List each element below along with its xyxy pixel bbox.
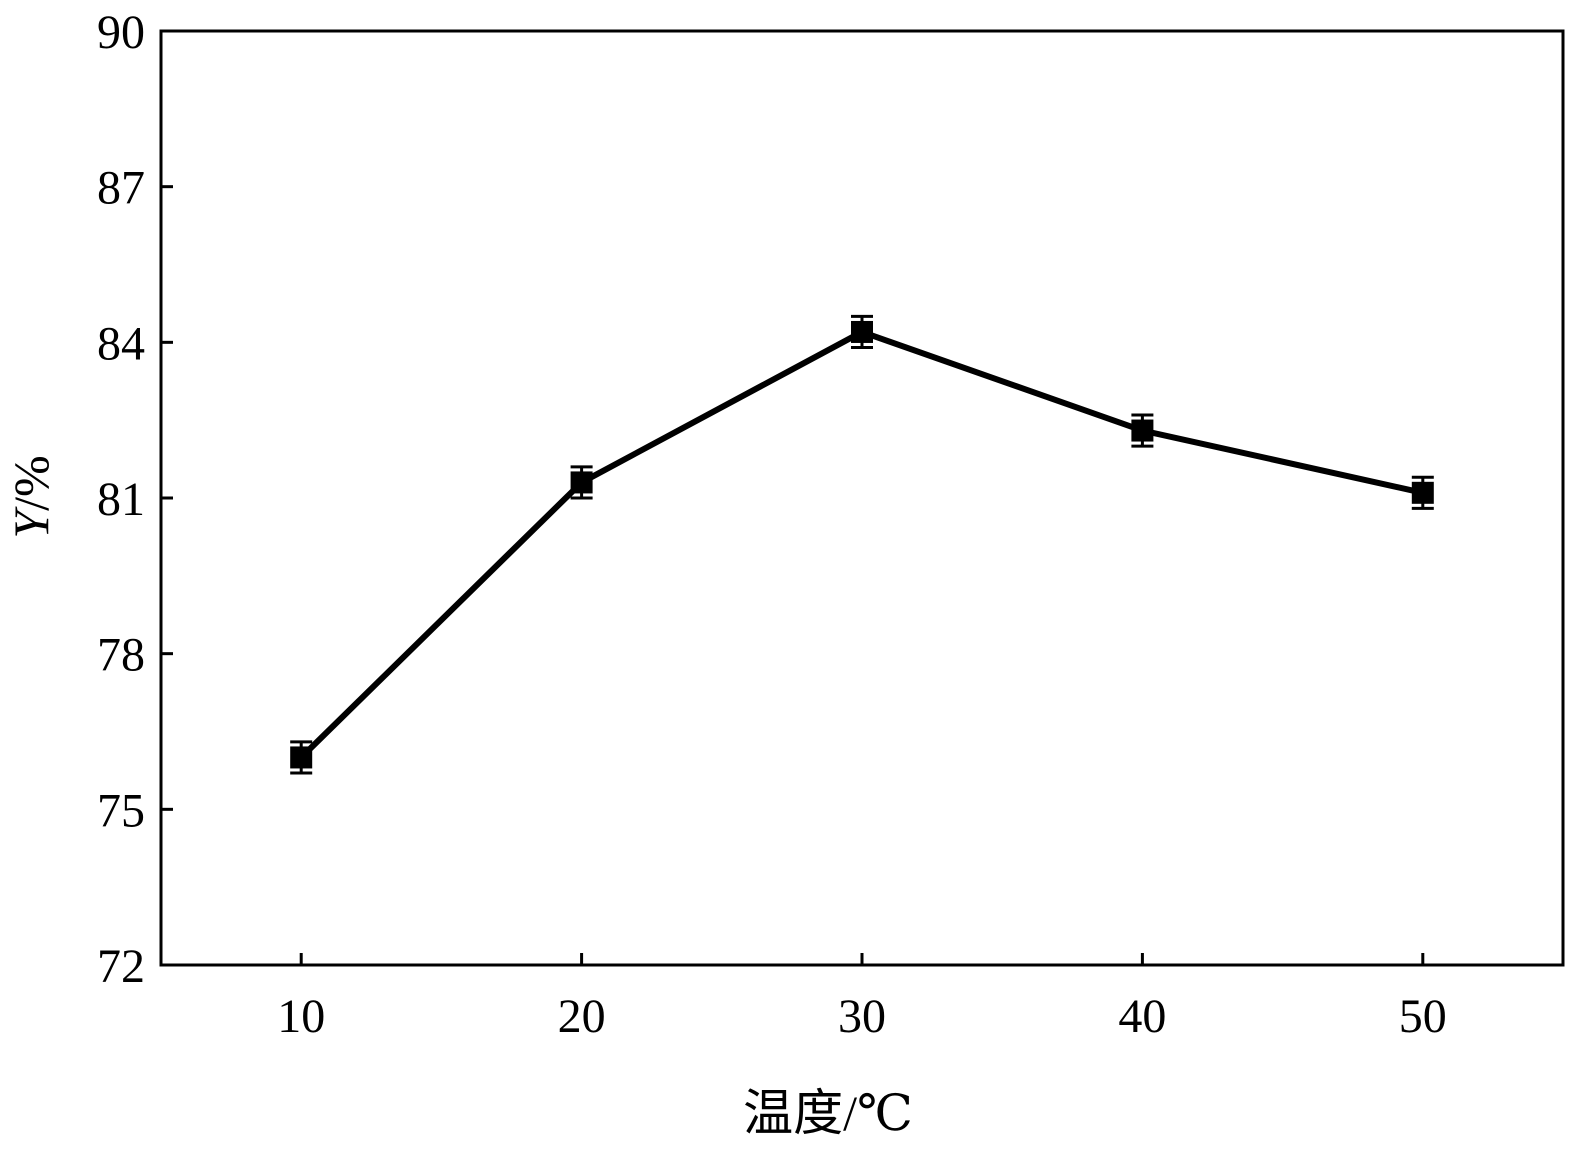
y-tick-label: 90 (97, 6, 145, 59)
data-point (570, 471, 593, 494)
x-tick-label: 20 (558, 990, 606, 1043)
y-tick-label: 72 (97, 940, 145, 993)
y-axis-title: Y/% (3, 455, 59, 538)
x-tick-label: 10 (277, 990, 325, 1043)
x-axis: 10 20 30 40 50 (277, 953, 1447, 1043)
data-point (290, 746, 313, 769)
y-tick-label: 81 (97, 473, 145, 526)
x-tick-label: 40 (1118, 990, 1166, 1043)
x-tick-label: 50 (1399, 990, 1447, 1043)
y-axis: 72 75 78 81 84 87 90 (97, 6, 173, 993)
data-point (1131, 419, 1154, 442)
y-axis-title-variable: Y (3, 506, 59, 539)
y-tick-label: 87 (97, 162, 145, 215)
y-axis-title-unit: /% (3, 455, 59, 511)
data-point (1411, 481, 1434, 504)
data-series (290, 314, 1434, 775)
data-point (851, 320, 873, 343)
x-tick-label: 30 (838, 990, 886, 1043)
x-axis-title: 温度/℃ (743, 1085, 913, 1141)
plot-border (159, 29, 1565, 967)
y-tick-label: 78 (97, 629, 145, 682)
plot-area (159, 29, 1565, 967)
y-tick-label: 84 (97, 317, 145, 370)
series-line (299, 328, 1424, 760)
y-tick-label: 75 (97, 784, 145, 837)
